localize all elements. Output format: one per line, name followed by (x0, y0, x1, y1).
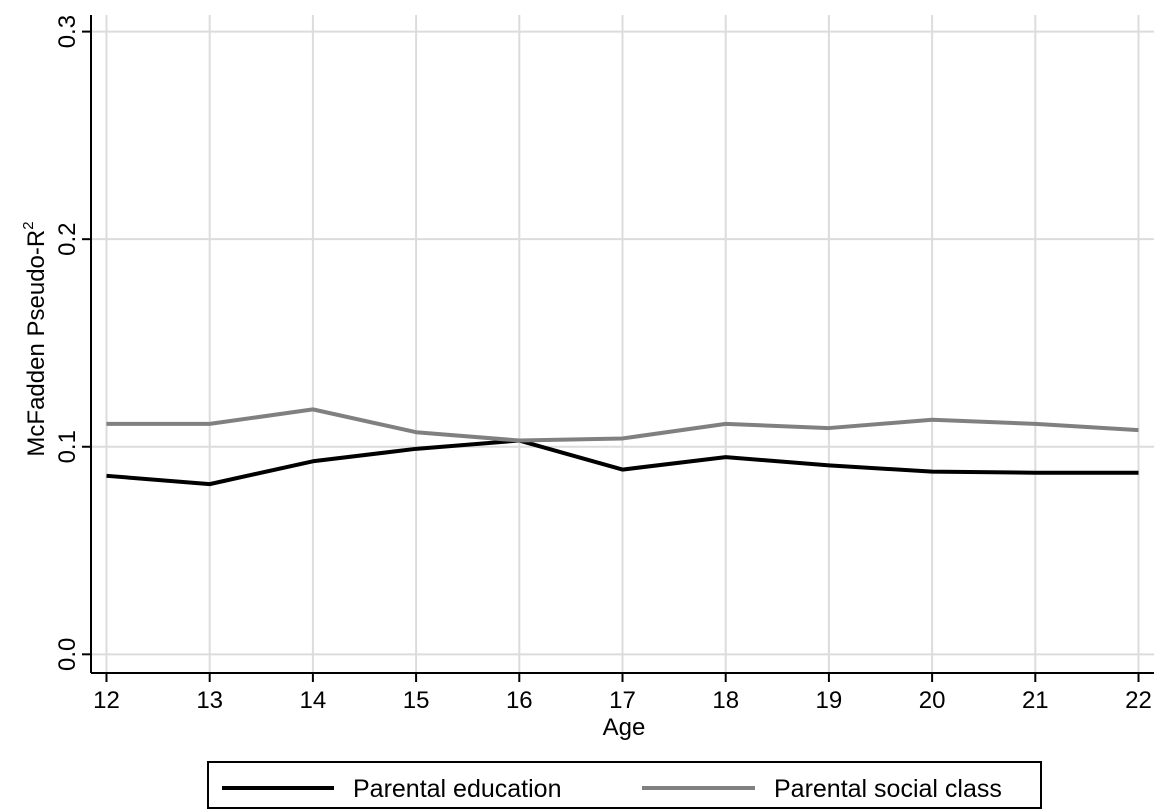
series-line-parental-education (106, 438, 1139, 487)
series-line-parental-social-class (106, 407, 1139, 443)
x-tick-label-15: 15 (403, 687, 430, 714)
x-tick-label-14: 14 (300, 687, 327, 714)
x-tick-label-17: 17 (609, 687, 636, 714)
y-tick-label-0.2: 0.2 (54, 222, 81, 255)
y-axis-title-text: McFadden Pseudo-R (23, 230, 50, 457)
legend-label-parental-social-class: Parental social class (774, 775, 1002, 803)
x-tick-label-16: 16 (506, 687, 533, 714)
x-axis-title: Age (603, 714, 646, 741)
axes (82, 15, 1154, 682)
x-tick-label-21: 21 (1022, 687, 1049, 714)
y-axis-title-group: McFadden Pseudo-R2 (20, 221, 50, 456)
y-axis-title-superscript: 2 (20, 221, 37, 229)
x-tick-label-20: 20 (919, 687, 946, 714)
x-tick-label-18: 18 (712, 687, 739, 714)
x-tick-label-19: 19 (816, 687, 843, 714)
y-tick-label-0.1: 0.1 (54, 430, 81, 463)
y-axis-title: McFadden Pseudo-R2 (20, 221, 50, 456)
y-tick-label-0.3: 0.3 (54, 15, 81, 48)
tick-labels: 12 13 14 15 16 17 18 19 20 21 22 0.0 0.1 0.2 0.3 (54, 15, 1152, 714)
grid (91, 15, 1154, 673)
series-lines (106, 407, 1139, 487)
x-tick-label-22: 22 (1125, 687, 1152, 714)
legend-label-parental-education: Parental education (353, 775, 561, 803)
x-tick-label-12: 12 (93, 687, 120, 714)
legend: Parental education Parental social class (207, 761, 1042, 809)
legend-frame (207, 761, 1042, 809)
x-tick-label-13: 13 (196, 687, 223, 714)
y-tick-label-0.0: 0.0 (54, 638, 81, 671)
